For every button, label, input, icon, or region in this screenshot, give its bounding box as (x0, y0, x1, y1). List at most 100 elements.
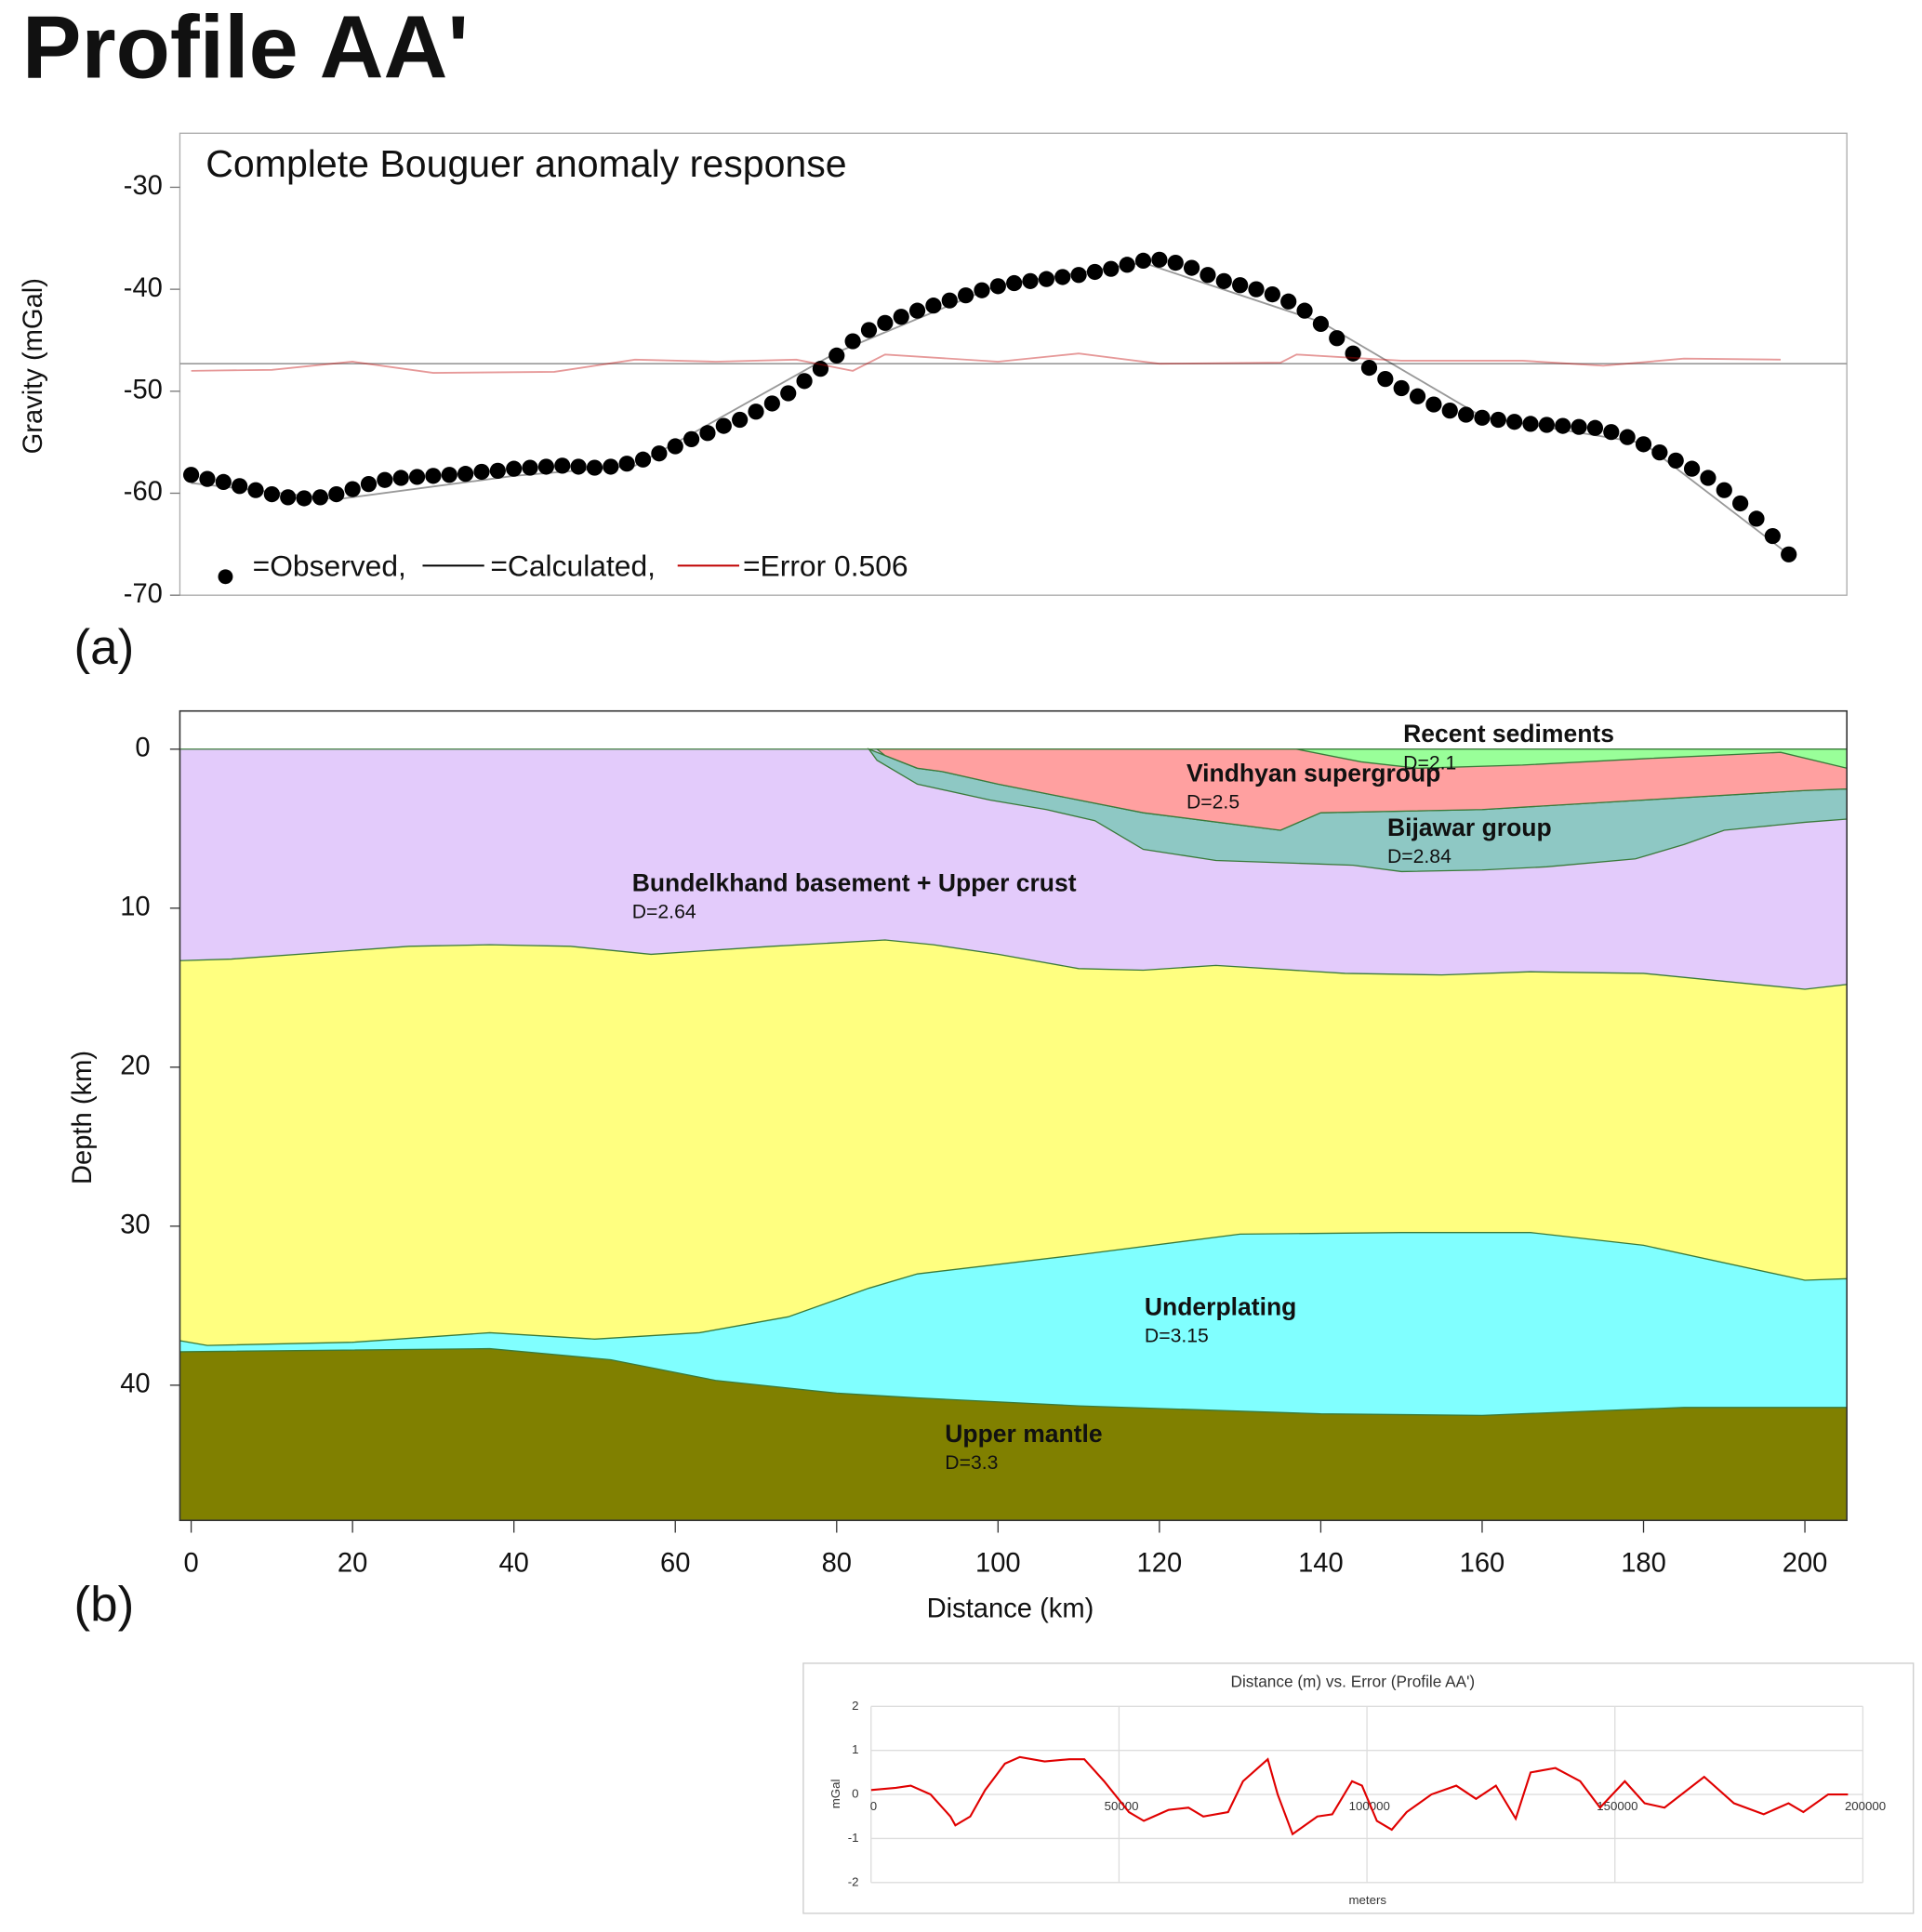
observed-point (1329, 330, 1345, 347)
layer-name: Underplating (1145, 1292, 1296, 1320)
series-line (191, 352, 1782, 374)
observed-point (893, 309, 909, 325)
observed-point (860, 322, 878, 338)
observed-point (877, 314, 894, 331)
chart-title: Distance (m) vs. Error (Profile AA') (1231, 1673, 1476, 1691)
observed-point (1070, 267, 1087, 284)
observed-point (1538, 417, 1555, 433)
observed-point (1716, 482, 1732, 498)
y-axis-label: mGal (828, 1780, 842, 1809)
observed-point (1409, 388, 1426, 404)
y-tick-label: -70 (124, 579, 163, 609)
observed-point (748, 404, 764, 420)
observed-point (1022, 272, 1039, 289)
observed-point (989, 278, 1006, 295)
legend-marker (218, 569, 233, 585)
layer-density: D=3.3 (945, 1452, 998, 1474)
observed-point (618, 456, 635, 472)
observed-point (1248, 281, 1265, 298)
observed-point (1571, 418, 1587, 435)
observed-point (699, 425, 716, 442)
layer-name: Vindhyan supergroup (1186, 760, 1440, 787)
observed-point (974, 282, 990, 298)
observed-point (522, 459, 538, 476)
observed-point (1764, 527, 1781, 545)
observed-point (1700, 470, 1717, 486)
plot-frame (179, 709, 1848, 1522)
observed-point (958, 287, 974, 304)
observed-point (1183, 259, 1200, 276)
x-tick-label: 20 (338, 1549, 367, 1579)
observed-point (1167, 254, 1184, 271)
y-tick-label: 0 (852, 1787, 858, 1801)
y-tick-label: 10 (120, 893, 150, 922)
observed-point (1748, 510, 1765, 527)
observed-point (1086, 263, 1104, 281)
observed-point (1667, 452, 1684, 470)
observed-point (408, 469, 426, 485)
observed-point (1393, 379, 1410, 397)
observed-point (1425, 396, 1442, 413)
y-tick-label: -30 (124, 171, 163, 201)
x-tick-label: 140 (1298, 1549, 1344, 1579)
observed-point (392, 470, 409, 486)
observed-point (570, 458, 587, 475)
layer-name: Recent sediments (1403, 720, 1614, 748)
observed-point (1619, 429, 1636, 445)
observed-point (812, 361, 829, 377)
legend-label: =Observed, (253, 549, 406, 582)
x-tick-label: 200 (1783, 1549, 1828, 1579)
y-tick-label: 40 (120, 1370, 150, 1399)
x-tick-label: 150000 (1597, 1799, 1637, 1813)
layer (179, 1347, 1848, 1521)
observed-point (247, 482, 264, 498)
observed-point (1119, 257, 1135, 273)
plot-area (179, 748, 1848, 1521)
observed-point (1006, 274, 1023, 292)
observed-point (441, 467, 457, 483)
observed-point (199, 470, 216, 487)
series-line (191, 261, 1790, 556)
legend-label: =Error 0.506 (743, 549, 908, 582)
observed-point (732, 411, 749, 429)
observed-point (715, 417, 732, 434)
observed-point (473, 463, 490, 481)
y-tick-label: 0 (135, 733, 150, 762)
observed-point (828, 347, 845, 364)
observed-point (683, 430, 700, 447)
y-tick-label: -40 (124, 273, 163, 303)
layer-density: D=2.84 (1387, 846, 1451, 867)
observed-point (1151, 251, 1168, 268)
x-tick-label: 200000 (1845, 1799, 1886, 1813)
observed-point (780, 385, 797, 402)
x-tick-label: 0 (183, 1549, 198, 1579)
observed-point (506, 460, 523, 477)
y-tick-label: 20 (120, 1052, 150, 1081)
y-axis-label: Gravity (mGal) (19, 278, 48, 454)
observed-point (1296, 302, 1313, 319)
observed-point (1586, 419, 1604, 436)
layer-density: D=2.64 (632, 902, 696, 923)
observed-point (796, 373, 813, 390)
y-tick-label: 30 (120, 1211, 150, 1240)
observed-point (537, 458, 555, 475)
layer-name: Bijawar group (1387, 814, 1552, 841)
observed-point (1038, 271, 1055, 287)
x-tick-label: 60 (660, 1549, 690, 1579)
plot-area (870, 1755, 1849, 1836)
plot-area (179, 251, 1848, 562)
observed-point (1683, 460, 1701, 477)
observed-point (1732, 495, 1749, 512)
y-axis-label: Depth (km) (68, 1051, 98, 1184)
observed-point (908, 302, 926, 319)
observed-point (634, 451, 652, 468)
error-line (870, 1755, 1849, 1836)
observed-point (425, 468, 442, 484)
observed-point (263, 485, 280, 503)
observed-point (1103, 260, 1120, 277)
observed-point (667, 438, 683, 455)
observed-point (296, 490, 312, 507)
x-tick-label: 0 (870, 1799, 877, 1813)
observed-point (1441, 403, 1458, 419)
